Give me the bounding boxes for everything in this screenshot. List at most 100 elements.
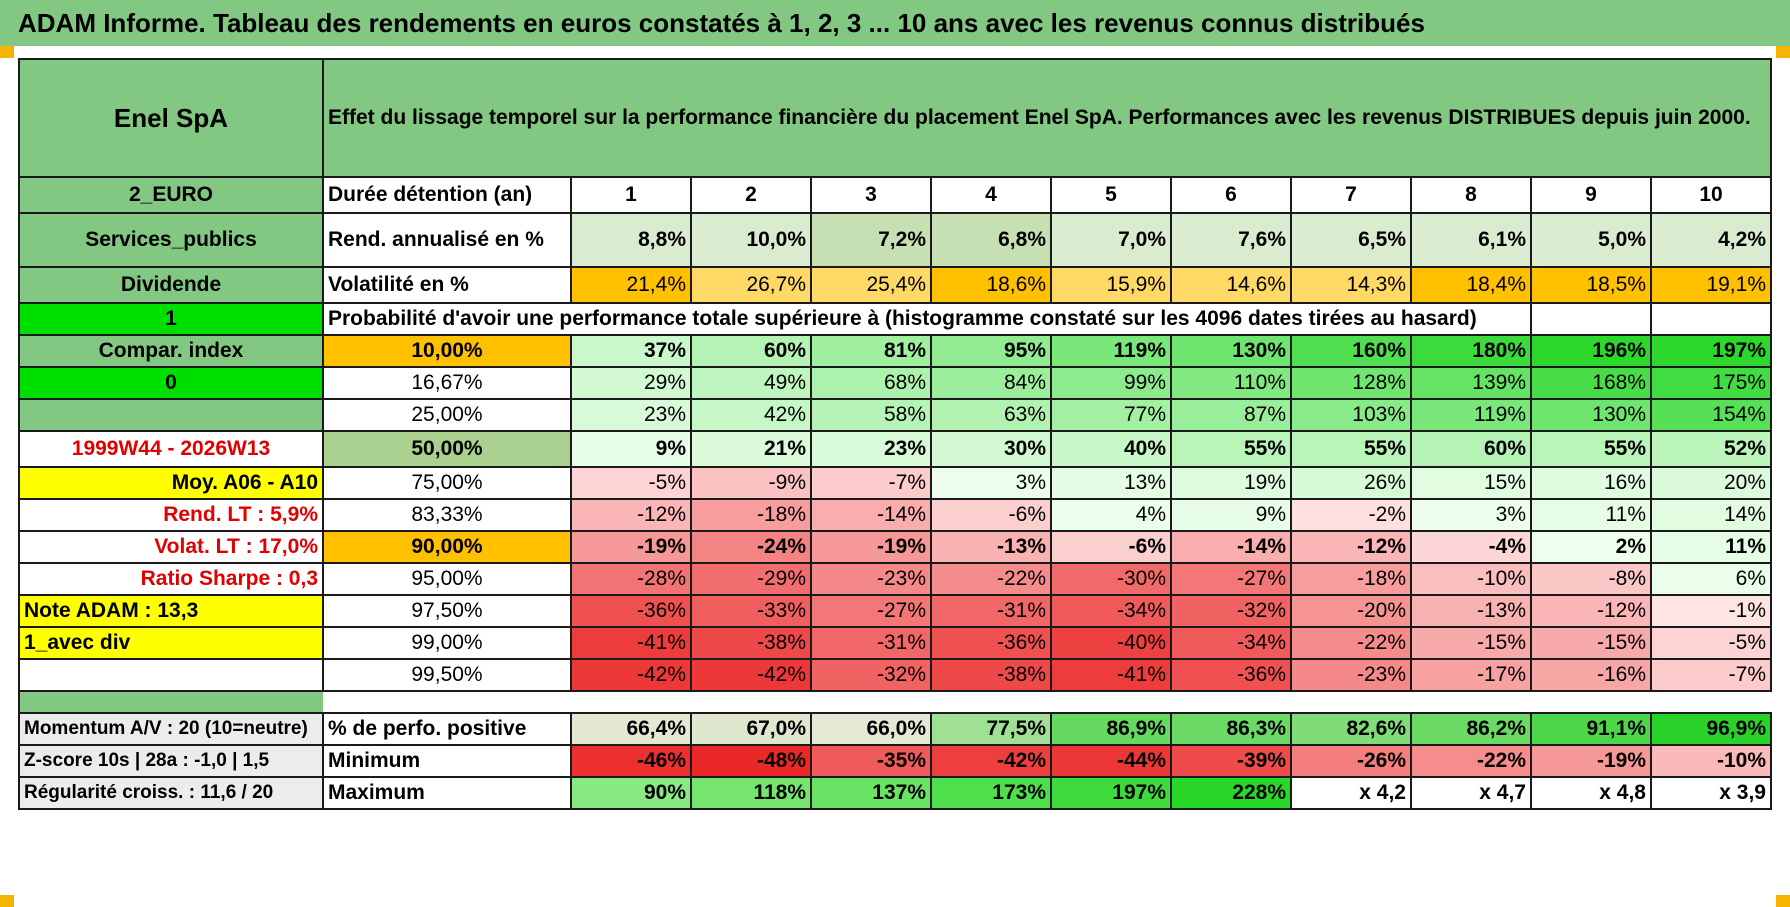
probability-cell: -27% [1170,562,1292,596]
year-header: 1 [570,176,692,214]
positive-perf-cell: 67,0% [690,712,812,746]
probability-cell: 130% [1530,398,1652,432]
probability-cell: -27% [810,594,932,628]
probability-cell: 26% [1290,466,1412,500]
probability-threshold: 75,00% [322,466,572,500]
year-header: 4 [930,176,1052,214]
year-header: 8 [1410,176,1532,214]
minimum-cell: -39% [1170,744,1292,778]
year-header: 9 [1530,176,1652,214]
annualized-return-cell: 6,1% [1410,212,1532,268]
asset-name: Enel SpA [18,58,324,178]
positive-perf-cell: 96,9% [1650,712,1772,746]
annualized-return-cell: 6,5% [1290,212,1412,268]
probability-cell: 87% [1170,398,1292,432]
annualized-return-cell: 4,2% [1650,212,1772,268]
probability-cell: 139% [1410,366,1532,400]
probability-cell: -33% [690,594,812,628]
probability-cell: 3% [930,466,1052,500]
selection-handle-right[interactable] [1776,46,1790,58]
volatility-cell: 26,7% [690,266,812,304]
selection-handle-left[interactable] [0,46,14,58]
probability-cell: 42% [690,398,812,432]
positive-perf-cell: 86,2% [1410,712,1532,746]
stats-row-label: Maximum [322,776,572,810]
volatility-cell: 18,6% [930,266,1052,304]
probability-cell: 49% [690,366,812,400]
probability-cell: 37% [570,334,692,368]
probability-cell: -23% [1290,658,1412,692]
probability-cell: -7% [810,466,932,500]
minimum-cell: -48% [690,744,812,778]
maximum-cell: 118% [690,776,812,810]
probability-cell: -19% [570,530,692,564]
selection-handle-bottom-right[interactable] [1776,895,1790,907]
empty-cell [1650,302,1772,336]
probability-threshold: 97,50% [322,594,572,628]
minimum-cell: -26% [1290,744,1412,778]
probability-cell: 196% [1530,334,1652,368]
probability-cell: 19% [1170,466,1292,500]
probability-cell: -6% [1050,530,1172,564]
year-header: 3 [810,176,932,214]
stats-row-label: Minimum [322,744,572,778]
probability-cell: -38% [690,626,812,660]
probability-cell: -4% [1410,530,1532,564]
probability-cell: 21% [690,430,812,468]
probability-cell: -8% [1530,562,1652,596]
probability-cell: 175% [1650,366,1772,400]
volatility-cell: 18,4% [1410,266,1532,304]
probability-cell: 55% [1170,430,1292,468]
probability-cell: 119% [1050,334,1172,368]
probability-cell: 119% [1410,398,1532,432]
probability-cell: -34% [1170,626,1292,660]
probability-cell: -19% [810,530,932,564]
annualized-return-cell: 6,8% [930,212,1052,268]
probability-threshold: 16,67% [322,366,572,400]
selection-handle-bottom-left[interactable] [0,895,14,907]
probability-cell: 99% [1050,366,1172,400]
annualized-return-cell: 7,0% [1050,212,1172,268]
volatility-cell: 21,4% [570,266,692,304]
probability-cell: 23% [810,430,932,468]
probability-cell: 103% [1290,398,1412,432]
probability-cell: 60% [690,334,812,368]
probability-cell: 68% [810,366,932,400]
probability-cell: 55% [1530,430,1652,468]
probability-cell: 4% [1050,498,1172,532]
minimum-cell: -35% [810,744,932,778]
probability-cell: 14% [1650,498,1772,532]
probability-cell: -29% [690,562,812,596]
probability-cell: 23% [570,398,692,432]
probability-cell: -42% [570,658,692,692]
probability-cell: -17% [1410,658,1532,692]
volatility-cell: 25,4% [810,266,932,304]
report-title: ADAM Informe. Tableau des rendements en … [0,0,1790,46]
volat-lt-label: Volat. LT : 17,0% [18,530,324,564]
probability-cell: 13% [1050,466,1172,500]
maximum-cell: 90% [570,776,692,810]
probability-cell: -15% [1530,626,1652,660]
probability-cell: -12% [570,498,692,532]
probability-cell: 197% [1650,334,1772,368]
year-header: 2 [690,176,812,214]
flag-one-cell[interactable]: 1 [18,302,324,336]
regularite-label: Régularité croiss. : 11,6 / 20 [18,776,324,810]
annualized-return-cell: 5,0% [1530,212,1652,268]
probability-cell: -5% [1650,626,1772,660]
probability-threshold: 99,50% [322,658,572,692]
rend-lt-label: Rend. LT : 5,9% [18,498,324,532]
positive-perf-cell: 91,1% [1530,712,1652,746]
positive-perf-cell: 86,3% [1170,712,1292,746]
zscore-label: Z-score 10s | 28a : -1,0 | 1,5 [18,744,324,778]
income-type-label: Dividende [18,266,324,304]
probability-cell: -36% [570,594,692,628]
probability-cell: -31% [930,594,1052,628]
probability-cell: -22% [1290,626,1412,660]
flag-zero-cell[interactable]: 0 [18,366,324,400]
probability-threshold: 99,00% [322,626,572,660]
table-description: Effet du lissage temporel sur la perform… [322,58,1772,178]
momentum-label: Momentum A/V : 20 (10=neutre) [18,712,324,746]
performance-table: Enel SpA Effet du lissage temporel sur l… [18,58,1772,810]
probability-cell: -36% [930,626,1052,660]
